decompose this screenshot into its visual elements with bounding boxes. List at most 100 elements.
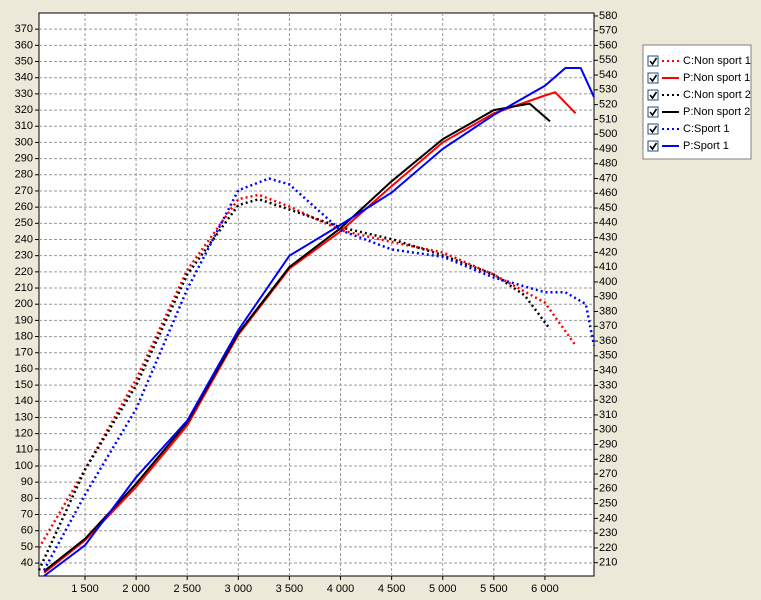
legend-label: C:Non sport 2 xyxy=(683,89,751,101)
y2-tick-label: 470 xyxy=(599,172,617,184)
y-tick-label: 110 xyxy=(15,444,33,456)
y-tick-label: 270 xyxy=(15,185,33,197)
y-tick-label: 200 xyxy=(15,298,33,310)
y2-tick-label: 520 xyxy=(599,99,617,111)
y2-tick-label: 430 xyxy=(599,232,617,244)
x-tick-label: 3 500 xyxy=(276,583,304,595)
y-tick-label: 120 xyxy=(15,428,33,440)
series-line xyxy=(37,197,551,571)
y2-tick-label: 310 xyxy=(599,409,617,421)
x-tick-label: 4 000 xyxy=(327,583,355,595)
y-tick-label: 330 xyxy=(15,88,33,100)
y-tick-label: 180 xyxy=(15,330,33,342)
y2-tick-label: 440 xyxy=(599,217,617,229)
y2-tick-label: 390 xyxy=(599,291,617,303)
y2-tick-label: 270 xyxy=(599,468,617,480)
y2-tick-label: 530 xyxy=(599,84,617,96)
legend-checkbox[interactable] xyxy=(647,55,659,67)
y2-tick-label: 410 xyxy=(599,261,617,273)
y-tick-label: 290 xyxy=(15,153,33,165)
y-tick-label: 150 xyxy=(15,379,33,391)
x-tick-label: 5 000 xyxy=(429,583,457,595)
y2-tick-label: 290 xyxy=(599,438,617,450)
series-line xyxy=(43,102,551,572)
legend: C:Non sport 1 P:Non sport 1 C:Non sport 2 P… xyxy=(642,44,752,160)
legend-checkmark xyxy=(649,57,658,66)
series-line xyxy=(37,193,577,549)
y-tick-label: 50 xyxy=(21,541,33,553)
y2-tick-label: 510 xyxy=(599,113,617,125)
y2-tick-label: 350 xyxy=(599,350,617,362)
legend-box xyxy=(642,44,752,160)
y-tick-label: 190 xyxy=(15,314,33,326)
y2-tick-label: 490 xyxy=(599,143,617,155)
y-tick-label: 140 xyxy=(15,395,33,407)
x-tick-label: 5 500 xyxy=(480,583,508,595)
legend-checkmark xyxy=(649,91,658,100)
y2-tick-label: 330 xyxy=(599,379,617,391)
y-tick-label: 280 xyxy=(15,169,33,181)
x-tick-label: 6 000 xyxy=(531,583,559,595)
x-tick-label: 3 000 xyxy=(225,583,253,595)
x-tick-label: 4 500 xyxy=(378,583,406,595)
lines xyxy=(37,67,596,577)
y2-tick-label: 360 xyxy=(599,335,617,347)
legend-label: C:Non sport 1 xyxy=(683,55,751,67)
y-tick-label: 340 xyxy=(15,72,33,84)
legend-label: C:Sport 1 xyxy=(683,123,729,135)
legend-checkmark xyxy=(649,74,658,83)
y2-tick-label: 320 xyxy=(599,394,617,406)
legend-checkmark xyxy=(649,108,658,117)
y-tick-label: 320 xyxy=(15,104,33,116)
y-tick-label: 360 xyxy=(15,39,33,51)
y-tick-label: 350 xyxy=(15,55,33,67)
y2-tick-label: 500 xyxy=(599,128,617,140)
y2-tick-label: 570 xyxy=(599,25,617,37)
y2-tick-label: 230 xyxy=(599,527,617,539)
legend-checkbox[interactable] xyxy=(647,123,659,135)
y2-tick-label: 260 xyxy=(599,483,617,495)
y-tick-label: 370 xyxy=(15,23,33,35)
y2-tick-label: 480 xyxy=(599,158,617,170)
x-tick-label: 2 000 xyxy=(122,583,150,595)
y2-tick-label: 450 xyxy=(599,202,617,214)
y2-tick-label: 240 xyxy=(599,512,617,524)
y-tick-label: 220 xyxy=(15,266,33,278)
legend-checkbox[interactable] xyxy=(647,106,659,118)
y2-tick-label: 460 xyxy=(599,187,617,199)
y-tick-label: 260 xyxy=(15,201,33,213)
y-tick-label: 90 xyxy=(21,476,33,488)
legend-checkbox[interactable] xyxy=(647,89,659,101)
y2-tick-label: 540 xyxy=(599,69,617,81)
y-tick-label: 160 xyxy=(15,363,33,375)
y-tick-label: 210 xyxy=(15,282,33,294)
y2-tick-label: 220 xyxy=(599,542,617,554)
y2-tick-label: 280 xyxy=(599,453,617,465)
y2-tick-label: 580 xyxy=(599,10,617,22)
plot-area xyxy=(38,12,595,577)
y-tick-label: 230 xyxy=(15,250,33,262)
y-tick-label: 40 xyxy=(21,557,33,569)
x-tick-label: 1 500 xyxy=(71,583,99,595)
y-tick-label: 70 xyxy=(21,508,33,520)
legend-checkbox[interactable] xyxy=(647,72,659,84)
legend-checkmark xyxy=(649,125,658,134)
y2-tick-label: 420 xyxy=(599,246,617,258)
y-tick-label: 310 xyxy=(15,120,33,132)
y2-tick-label: 340 xyxy=(599,365,617,377)
y2-tick-label: 550 xyxy=(599,54,617,66)
legend-label: P:Non sport 2 xyxy=(683,106,750,118)
series-line xyxy=(43,67,595,577)
y2-tick-label: 300 xyxy=(599,424,617,436)
y2-tick-label: 210 xyxy=(599,557,617,569)
x-tick-label: 2 500 xyxy=(173,583,201,595)
legend-checkbox[interactable] xyxy=(647,140,659,152)
y2-tick-label: 400 xyxy=(599,276,617,288)
y2-tick-label: 370 xyxy=(599,320,617,332)
y-tick-label: 300 xyxy=(15,136,33,148)
y-tick-label: 60 xyxy=(21,525,33,537)
y-tick-label: 100 xyxy=(15,460,33,472)
y-tick-label: 130 xyxy=(15,411,33,423)
